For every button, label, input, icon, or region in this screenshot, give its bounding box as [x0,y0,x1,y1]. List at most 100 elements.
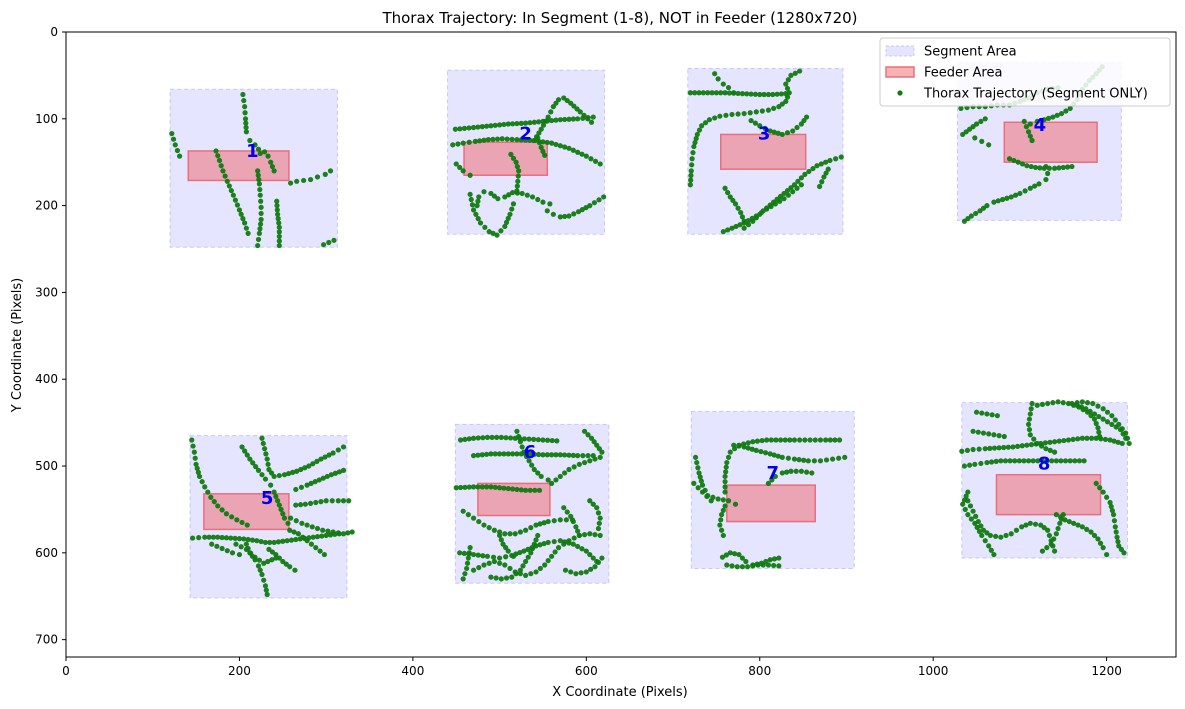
trajectory-point [1003,532,1009,539]
trajectory-point [331,237,337,243]
trajectory-point [745,218,751,224]
trajectory-point [460,576,466,582]
trajectory-point [1109,507,1116,514]
trajectory-point [838,154,844,160]
trajectory-point [216,157,223,164]
trajectory-point [1115,439,1121,445]
trajectory-point [1096,429,1102,435]
trajectory-point [322,171,328,177]
trajectory-point [1051,165,1058,171]
trajectory-point [698,478,704,484]
trajectory-point [745,440,751,446]
trajectory-point [514,486,520,493]
x-tick-label: 1200 [1091,664,1122,678]
trajectory-point [469,202,476,208]
legend-box [879,37,1171,107]
trajectory-point [585,432,591,438]
trajectory-point [790,128,796,134]
trajectory-point [310,461,316,467]
trajectory-point [570,116,576,122]
trajectory-point [973,409,980,415]
trajectory-point [692,454,699,460]
trajectory-point [265,153,271,159]
trajectory-point [322,454,328,460]
trajectory-point [803,114,810,120]
y-tick-label: 300 [35,285,58,299]
trajectory-point [1095,403,1101,409]
trajectory-point [317,548,323,554]
trajectory-point [502,531,508,537]
trajectory-point [514,451,520,457]
trajectory-point [779,131,785,138]
trajectory-point [1100,489,1106,495]
trajectory-point [691,143,697,150]
trajectory-point [1067,105,1073,111]
trajectory-point [1095,536,1101,542]
trajectory-point [978,460,984,467]
trajectory-point [466,436,472,442]
trajectory-point [483,123,490,129]
trajectory-point [460,168,466,174]
trajectory-point [743,558,749,565]
trajectory-point [516,433,522,440]
trajectory-point [540,199,546,205]
trajectory-point [722,489,728,495]
trajectory-point [720,81,726,87]
trajectory-point [525,546,531,552]
trajectory-point [570,518,576,525]
trajectory-point [741,110,747,117]
trajectory-point [319,533,325,539]
trajectory-point [494,232,500,238]
trajectory-point [690,150,696,156]
trajectory-point [503,554,509,560]
trajectory-point [566,145,572,151]
trajectory-point [785,77,791,83]
trajectory-point [1012,458,1018,464]
trajectory-point [798,468,804,474]
trajectory-point [1069,163,1075,170]
trajectory-point [1119,440,1125,447]
trajectory-point [1060,400,1066,406]
trajectory-point [750,218,756,224]
trajectory-point [771,562,777,569]
trajectory-point [777,193,784,199]
trajectory-point [263,451,269,457]
segment-label: 5 [261,488,274,509]
trajectory-point [196,473,203,480]
trajectory-point [208,494,214,500]
trajectory-point [581,532,588,538]
trajectory-point [1051,439,1058,445]
trajectory-point [1104,409,1111,415]
trajectory-point [1013,527,1020,533]
trajectory-point [304,482,310,488]
trajectory-point [1002,458,1009,464]
trajectory-point [514,163,520,170]
trajectory-point [807,437,813,443]
trajectory-point [267,539,273,546]
x-tick-label: 400 [401,664,424,678]
trajectory-point [274,203,280,209]
trajectory-point [169,130,175,137]
trajectory-point [980,430,987,436]
trajectory-point [1049,458,1055,464]
trajectory-point [720,507,726,513]
trajectory-point [236,536,243,542]
trajectory-point [599,555,605,561]
trajectory-point [566,116,572,122]
trajectory-point [720,229,726,235]
trajectory-point [1104,494,1110,500]
legend: Segment Area Feeder Area Thorax Trajectory… [879,37,1171,107]
trajectory-point [509,574,515,580]
trajectory-point [470,515,477,521]
trajectory-point [275,216,281,222]
trajectory-point [256,181,262,187]
trajectory-point [457,550,463,556]
trajectory-point [503,219,510,225]
trajectory-point [566,213,572,219]
trajectory-point [528,525,534,531]
trajectory-point [265,461,271,467]
y-tick-label: 200 [35,199,58,213]
trajectory-point [336,469,343,475]
trajectory-point [514,137,520,143]
trajectory-point [228,187,234,194]
